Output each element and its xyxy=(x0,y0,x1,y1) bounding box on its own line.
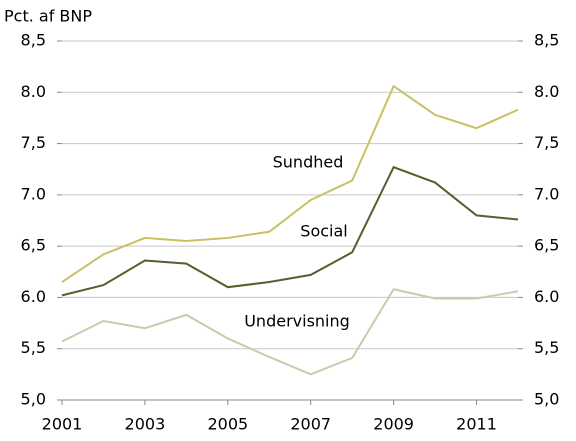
x-tick-label: 2011 xyxy=(456,415,497,434)
x-tick-label: 2003 xyxy=(125,415,166,434)
y-tick-label: 8,5 xyxy=(21,31,46,50)
y2-tick-label: 5,5 xyxy=(534,338,559,357)
y-axis-label: Pct. af BNP xyxy=(4,7,92,26)
y-tick-label: 6,5 xyxy=(21,236,46,255)
series-label: Sundhed xyxy=(273,153,344,172)
series-line xyxy=(61,84,519,283)
y-tick-label: 5,0 xyxy=(21,390,46,409)
series-label: Social xyxy=(300,222,347,241)
x-tick-label: 2009 xyxy=(373,415,414,434)
y2-tick-label: 6,5 xyxy=(534,236,559,255)
y-tick-label: 8.0 xyxy=(21,82,46,101)
y-tick-label: 7,5 xyxy=(21,133,46,152)
y-tick-label: 5,5 xyxy=(21,338,46,357)
y-tick-label: 6.0 xyxy=(21,287,46,306)
x-tick-label: 2005 xyxy=(207,415,248,434)
x-tick-label: 2007 xyxy=(290,415,331,434)
y2-tick-label: 7,5 xyxy=(534,133,559,152)
y2-tick-label: 8.0 xyxy=(534,82,559,101)
y-tick-label: 7.0 xyxy=(21,184,46,203)
x-tick-label: 2001 xyxy=(42,415,83,434)
series-label: Undervisning xyxy=(244,312,350,331)
y2-tick-label: 6.0 xyxy=(534,287,559,306)
y2-tick-label: 8,5 xyxy=(534,31,559,50)
y2-tick-label: 7.0 xyxy=(534,184,559,203)
series-line xyxy=(61,165,519,297)
series-line xyxy=(61,288,519,376)
y2-tick-label: 5,0 xyxy=(534,390,559,409)
